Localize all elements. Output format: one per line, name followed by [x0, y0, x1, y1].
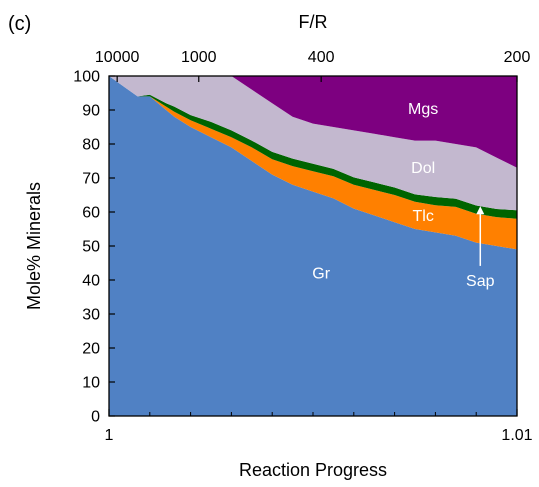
y-tick-label: 50	[82, 239, 100, 256]
x-axis-title: Reaction Progress	[239, 460, 387, 480]
area-gr	[109, 76, 517, 416]
axes: 0 10 20 30 40 50 60 70 80 90 100 1 1.01 10000 1000 400 2…	[73, 49, 532, 444]
top-tick-label: 1000	[181, 49, 217, 66]
annotation-label: Sap	[466, 273, 495, 290]
y-tick-label: 60	[82, 205, 100, 222]
panel-label: (c)	[8, 13, 31, 35]
top-tick-label: 10000	[95, 49, 140, 66]
annotations: Sap	[466, 206, 495, 290]
series-labels: Gr Tlc Dol Mgs	[312, 101, 438, 283]
top-tick-label: 400	[308, 49, 335, 66]
series-label-dol: Dol	[411, 160, 435, 177]
y-tick-label: 70	[82, 171, 100, 188]
y-tick-label: 100	[73, 69, 100, 86]
x-tick-label: 1	[105, 427, 114, 444]
stacked-areas	[109, 76, 517, 416]
y-tick-label: 80	[82, 137, 100, 154]
x-tick-label: 1.01	[501, 427, 532, 444]
y-tick-label: 20	[82, 341, 100, 358]
y-tick-label: 30	[82, 307, 100, 324]
y-tick-label: 0	[91, 409, 100, 426]
top-tick-label: 200	[504, 49, 531, 66]
area-mgs	[109, 76, 517, 168]
annotation-arrow-head	[476, 206, 485, 215]
y-tick-label: 10	[82, 375, 100, 392]
series-label-tlc: Tlc	[412, 208, 433, 225]
y-tick-label: 40	[82, 273, 100, 290]
series-label-gr: Gr	[312, 266, 330, 283]
series-label-mgs: Mgs	[408, 101, 438, 118]
area-tlc	[109, 76, 517, 250]
top-axis-title: F/R	[299, 12, 328, 32]
y-tick-label: 90	[82, 103, 100, 120]
y-axis-title: Mole% Minerals	[24, 182, 44, 310]
area-dol	[109, 76, 517, 211]
